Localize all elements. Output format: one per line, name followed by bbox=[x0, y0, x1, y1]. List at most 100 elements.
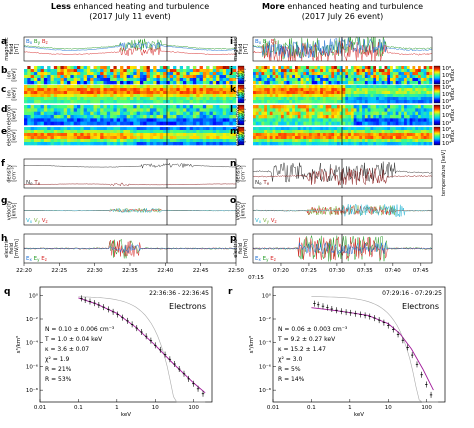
spectrogram-cell bbox=[226, 72, 230, 76]
spectrogram-cell bbox=[356, 72, 360, 76]
spectrogram-cell bbox=[289, 85, 293, 89]
spectrogram-cell bbox=[292, 136, 296, 140]
spectrogram-cell bbox=[47, 88, 51, 92]
spectrogram-cell bbox=[334, 66, 338, 70]
spectrogram-cell bbox=[404, 115, 408, 119]
spectrogram-cell bbox=[40, 118, 45, 122]
spectrogram-cell bbox=[183, 97, 187, 101]
spectrogram-cell bbox=[409, 121, 413, 126]
spectrogram-cell bbox=[334, 111, 338, 116]
spectrogram-cell bbox=[103, 133, 108, 137]
spectrogram-cell bbox=[186, 121, 190, 126]
spectrogram-cell bbox=[173, 94, 177, 98]
spectrogram-cell bbox=[342, 139, 346, 143]
spectrogram-cell bbox=[67, 66, 71, 70]
spectrogram-cell bbox=[33, 105, 38, 109]
spectrogram-cell bbox=[255, 100, 259, 104]
spectrogram-cell bbox=[50, 142, 55, 146]
spectrogram-cell bbox=[86, 66, 91, 70]
spectrogram-cell bbox=[163, 88, 167, 92]
spectrogram-cell bbox=[264, 133, 268, 137]
spectrogram-cell bbox=[169, 142, 174, 146]
spectrogram-cell bbox=[159, 136, 164, 140]
spectrogram-cell bbox=[222, 133, 227, 137]
spectrogram-cell bbox=[176, 121, 180, 126]
spectrogram-cell bbox=[353, 127, 357, 131]
spectrogram-cell bbox=[253, 108, 257, 112]
spectrogram-cell bbox=[300, 85, 304, 89]
spectrogram-cell bbox=[43, 75, 48, 79]
spectrogram-cell bbox=[27, 136, 31, 140]
spectrogram-cell bbox=[209, 139, 214, 143]
spectrogram-cell bbox=[77, 115, 81, 119]
spectrogram-cell bbox=[60, 69, 65, 73]
spectrogram-cell bbox=[169, 69, 174, 73]
spectrogram-cell bbox=[317, 78, 321, 82]
spectrogram-cell bbox=[116, 75, 121, 79]
spectrogram-cell bbox=[179, 108, 184, 112]
spectrogram-cell bbox=[232, 75, 237, 79]
spectrogram-cell bbox=[100, 142, 104, 146]
spectrogram-cell bbox=[212, 69, 217, 73]
spectrogram-cell bbox=[67, 111, 71, 116]
spectrogram-cell bbox=[139, 69, 144, 73]
spectrogram-cell bbox=[166, 69, 171, 73]
spectrogram-cell bbox=[153, 127, 157, 131]
spectrogram-cell bbox=[348, 142, 352, 146]
panel-letter: q bbox=[4, 287, 10, 297]
spectrogram-cell bbox=[418, 81, 422, 85]
time-tick-label: 07:35 bbox=[357, 268, 373, 274]
spectrogram-cell bbox=[186, 133, 190, 137]
time-tick-label: 07:45 bbox=[413, 268, 429, 274]
spectrogram-cell bbox=[176, 139, 180, 143]
spectrogram-cell bbox=[96, 133, 101, 137]
spectrogram-cell bbox=[401, 111, 405, 116]
spectrogram-cell bbox=[364, 121, 368, 126]
spectrogram-cell bbox=[280, 78, 285, 82]
spectrogram-cell bbox=[50, 85, 55, 89]
colorbar-tick: 10⁶ bbox=[442, 112, 452, 119]
spectrogram-cell bbox=[336, 133, 341, 137]
spectrogram-cell bbox=[216, 97, 220, 101]
spectrogram-cell bbox=[146, 88, 151, 92]
spectrogram-cell bbox=[258, 133, 262, 137]
spectrogram-cell bbox=[255, 72, 259, 76]
spectrogram-cell bbox=[113, 94, 118, 98]
spectrogram-cell bbox=[173, 121, 177, 126]
spectrogram-cell bbox=[406, 69, 410, 73]
spectrogram-gap bbox=[209, 66, 213, 69]
spectrogram-cell bbox=[292, 81, 296, 85]
spectrogram-cell bbox=[328, 85, 332, 89]
spectrogram-cell bbox=[378, 136, 382, 140]
spectrogram-cell bbox=[189, 91, 194, 95]
spectrogram-cell bbox=[27, 139, 31, 143]
spectrogram-cell bbox=[409, 108, 413, 112]
spectrogram-cell bbox=[404, 105, 408, 109]
spectrogram-cell bbox=[395, 72, 399, 76]
spectrogram-cell bbox=[222, 139, 227, 143]
spectrogram-cell bbox=[266, 133, 271, 137]
spectrogram-cell bbox=[176, 91, 180, 95]
spectrogram-cell bbox=[390, 69, 394, 73]
spectrogram-cell bbox=[173, 91, 177, 95]
spectrogram-cell bbox=[40, 91, 45, 95]
spectrogram-cell bbox=[163, 97, 167, 101]
spectrogram-cell bbox=[384, 121, 388, 126]
spectrogram-cell bbox=[192, 142, 197, 146]
spectrogram-cell bbox=[226, 133, 230, 137]
fit-stat: χ² = 1.9 bbox=[45, 356, 69, 363]
spectrogram-cell bbox=[345, 81, 349, 85]
spectrogram-cell bbox=[280, 142, 285, 146]
spectrogram-cell bbox=[359, 142, 363, 146]
spectrogram-cell bbox=[219, 139, 224, 143]
spectrogram-cell bbox=[100, 78, 104, 82]
spectrogram-cell bbox=[120, 81, 124, 85]
spectrogram-cell bbox=[126, 118, 131, 122]
spectrogram-cell bbox=[153, 100, 157, 104]
spectrogram-cell bbox=[146, 139, 151, 143]
spectrogram-cell bbox=[159, 88, 164, 92]
spectrogram-cell bbox=[418, 78, 422, 82]
spectrogram-cell bbox=[272, 133, 276, 137]
spectrogram-cell bbox=[93, 130, 98, 134]
